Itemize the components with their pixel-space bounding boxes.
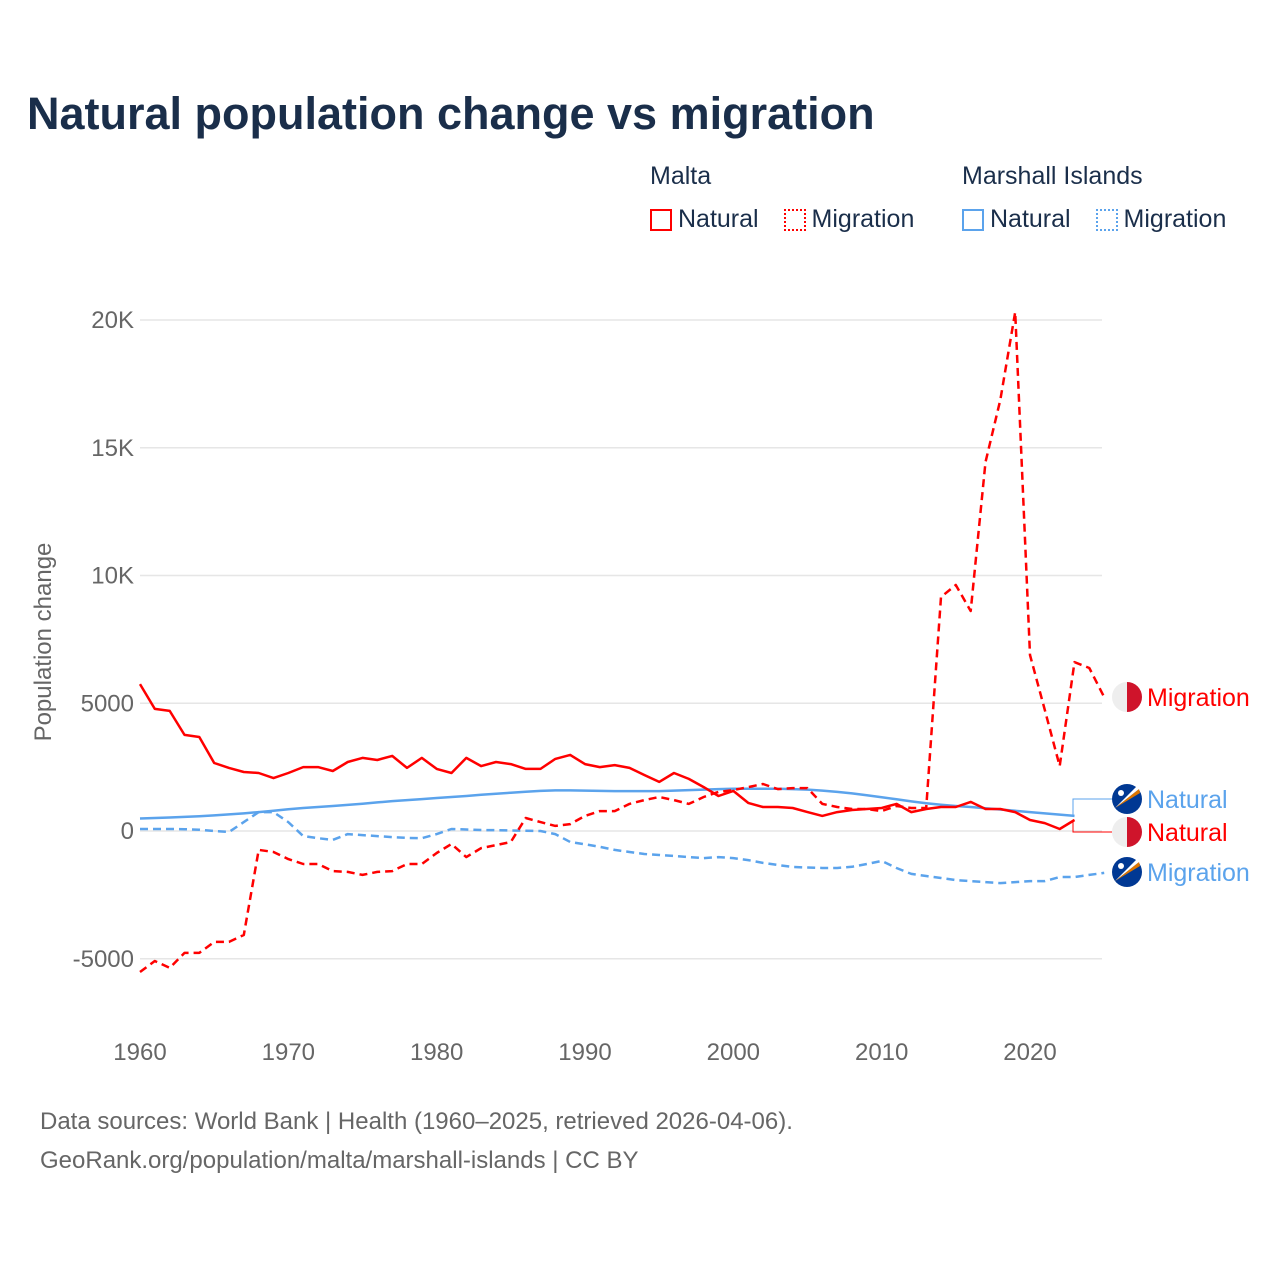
- y-axis-label: Population change: [30, 543, 57, 742]
- footer-source: Data sources: World Bank | Health (1960–…: [40, 1108, 793, 1135]
- series-line-malta-natural: [138, 683, 1076, 831]
- legend-label: Migration: [811, 205, 915, 233]
- y-tick-label: 0: [121, 818, 134, 845]
- legend-swatch: [650, 208, 672, 231]
- y-tick-label: 15K: [91, 435, 134, 462]
- marshall-islands-flag-icon: [1112, 857, 1142, 887]
- x-tick-label: 1990: [558, 1039, 611, 1066]
- x-tick-label: 1960: [113, 1039, 166, 1066]
- legend-group-title: Malta: [650, 162, 712, 190]
- malta-flag-icon: [1112, 817, 1142, 847]
- end-label: Natural: [1147, 819, 1228, 847]
- flag-white-stripe: [1115, 859, 1139, 881]
- series-line-marshall-islands-natural: [139, 787, 1075, 820]
- chart-title: Natural population change vs migration: [27, 88, 875, 139]
- malta-flag-icon: [1112, 682, 1142, 712]
- end-label: Migration: [1147, 684, 1250, 712]
- flag-star: [1118, 863, 1124, 869]
- flag-red-half: [1127, 682, 1142, 712]
- legend-label: Natural: [990, 205, 1071, 233]
- legend-swatch: [962, 208, 984, 231]
- x-tick-label: 2000: [707, 1039, 760, 1066]
- legend-swatch: [1095, 208, 1118, 231]
- legend-item-malta-migration[interactable]: Migration: [783, 205, 915, 234]
- legend-item-malta-natural[interactable]: Natural: [650, 205, 759, 234]
- legend-label: Natural: [678, 205, 759, 233]
- label-connector: [1072, 798, 1112, 817]
- flag-orange-stripe: [1115, 862, 1140, 881]
- legend-group-title: Marshall Islands: [962, 162, 1143, 190]
- end-label: Migration: [1147, 859, 1250, 887]
- series-line-marshall-islands-migration: [140, 810, 1105, 885]
- label-connector: [1072, 819, 1112, 833]
- legend-item-mi-natural[interactable]: Natural: [962, 205, 1071, 234]
- flag-star: [1118, 790, 1124, 796]
- y-tick-label: 20K: [91, 307, 134, 334]
- legend-label: Migration: [1123, 205, 1227, 233]
- flag-white-stripe: [1115, 786, 1139, 808]
- legend-swatch: [783, 208, 806, 231]
- legend-group-marshall-islands: Marshall Islands Natural Migration: [962, 162, 1226, 238]
- legend-item-mi-migration[interactable]: Migration: [1095, 205, 1227, 234]
- series-line-malta-migration: [139, 310, 1106, 974]
- x-tick-label: 2020: [1003, 1039, 1056, 1066]
- flag-orange-stripe: [1115, 789, 1140, 808]
- legend-group-malta: Malta Natural Migration: [650, 162, 932, 238]
- flag-red-half: [1127, 817, 1142, 847]
- x-tick-label: 1980: [410, 1039, 463, 1066]
- y-tick-label: 10K: [91, 563, 134, 590]
- footer-link[interactable]: GeoRank.org/population/malta/marshall-is…: [40, 1147, 639, 1174]
- end-label: Natural: [1147, 786, 1228, 814]
- y-tick-label: 5000: [81, 690, 134, 717]
- x-tick-label: 2010: [855, 1039, 908, 1066]
- y-tick-label: -5000: [73, 946, 134, 973]
- x-tick-label: 1970: [262, 1039, 315, 1066]
- marshall-islands-flag-icon: [1112, 784, 1142, 814]
